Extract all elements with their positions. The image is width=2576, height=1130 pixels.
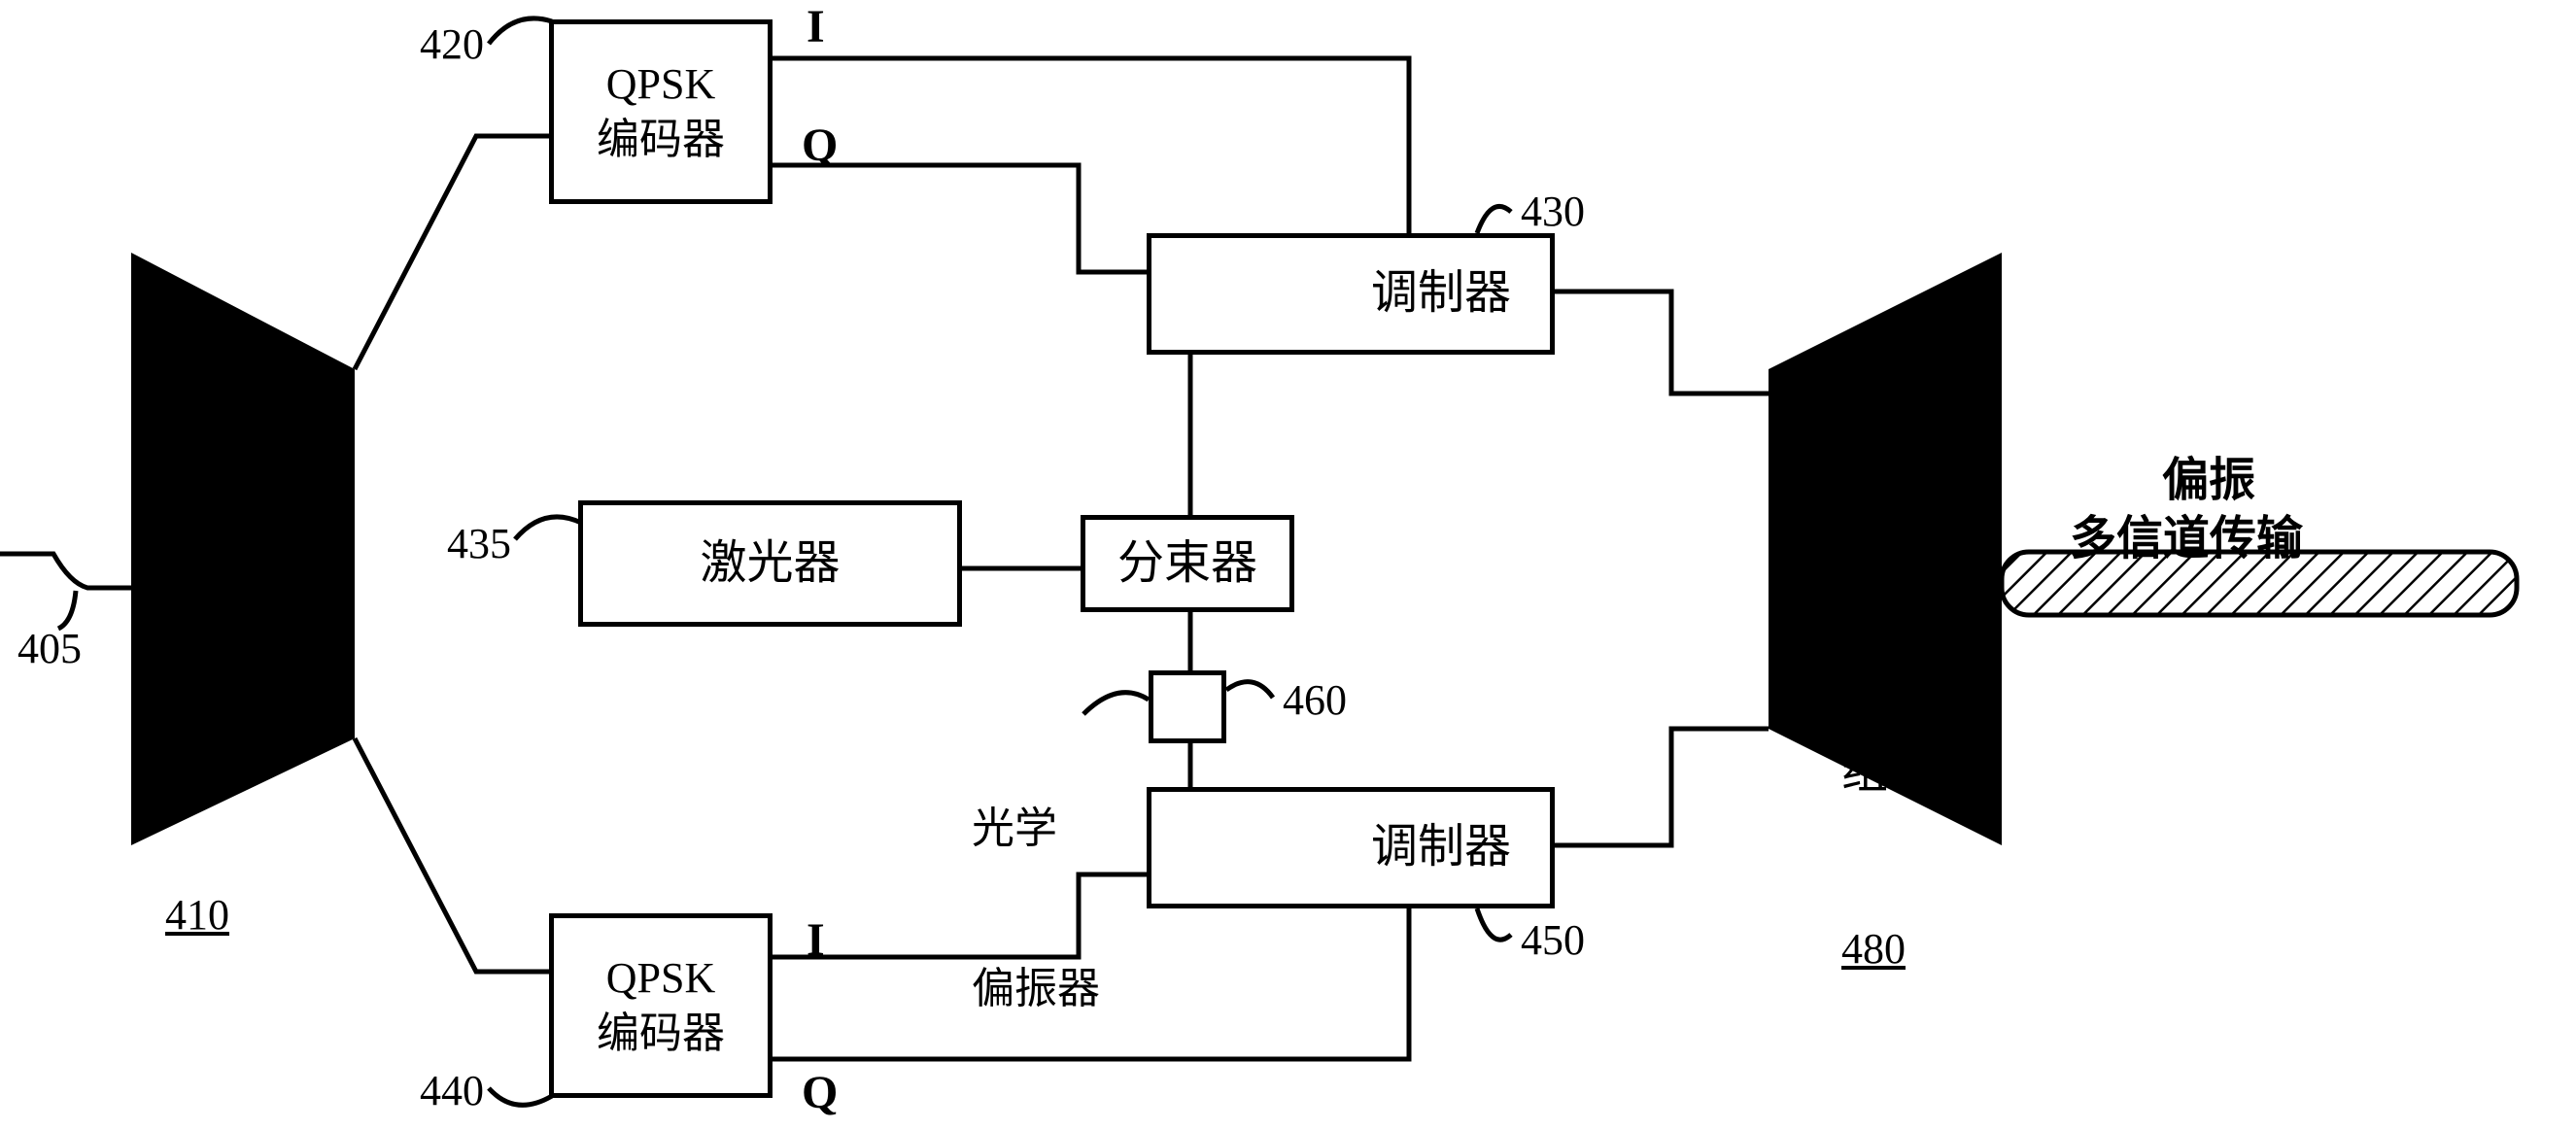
edge-qpsk-top-q (773, 165, 1147, 272)
mod-bot-label: 调制器 (1371, 817, 1511, 877)
qpsk-top-i-label: I (807, 0, 825, 56)
demux-line1: 多路 (165, 564, 251, 617)
laser-box: 激光器 (578, 500, 962, 627)
demux-ref: 410 (165, 888, 251, 942)
edge-mod-top-combiner (1555, 291, 1769, 394)
qpsk-top-line2: 编码器 (597, 112, 725, 167)
ref-440: 440 (420, 1064, 484, 1117)
lead-435 (515, 517, 581, 539)
splitter-label: 分束器 (1117, 533, 1257, 594)
qpsk-encoder-bot: QPSK 编码器 (549, 913, 773, 1098)
polarizer-line1: 光学 (972, 802, 1100, 855)
lead-420 (489, 18, 552, 44)
ref-405: 405 (17, 622, 82, 675)
qpsk-bot-q-label: Q (802, 1064, 838, 1122)
edge-mod-bot-combiner (1555, 729, 1769, 845)
output-label-top: 偏振 (2162, 452, 2255, 510)
ref-430: 430 (1521, 185, 1585, 238)
lead-460 (1226, 682, 1273, 698)
combiner-line2: 组合器 (1841, 743, 1981, 802)
edge-demux-qpsk-bot (355, 738, 549, 972)
qpsk-top-q-label: Q (802, 117, 838, 175)
qpsk-bot-line1: QPSK (606, 950, 716, 1006)
laser-label: 激光器 (700, 533, 840, 594)
combiner-ref: 480 (1841, 922, 1981, 976)
modulator-top: 调制器 (1147, 233, 1555, 355)
output-label-bot: 多信道传输 (2070, 510, 2303, 568)
mod-top-label: 调制器 (1371, 263, 1511, 324)
lead-430 (1477, 206, 1511, 233)
demux-line2: 分配 (165, 724, 251, 777)
demux-label: 多路 分配 410 (165, 457, 251, 1048)
combiner-line1: 光学 (1841, 568, 1981, 627)
qpsk-encoder-top: QPSK 编码器 (549, 19, 773, 204)
ref-435: 435 (447, 517, 511, 570)
edge-input-demux (0, 554, 131, 588)
lead-440 (489, 1088, 552, 1105)
splitter-box: 分束器 (1081, 515, 1294, 612)
polarizer-box (1149, 670, 1226, 743)
combiner-label: 光学 组合器 480 (1841, 452, 1981, 1092)
lead-450 (1477, 908, 1511, 940)
ref-450: 450 (1521, 913, 1585, 967)
qpsk-bot-line2: 编码器 (597, 1006, 725, 1061)
qpsk-bot-i-label: I (807, 911, 825, 970)
qpsk-top-line1: QPSK (606, 56, 716, 112)
polarizer-text: 光学 偏振器 (972, 695, 1100, 1122)
ref-420: 420 (420, 17, 484, 71)
edge-demux-qpsk-top (355, 136, 549, 369)
modulator-bot: 调制器 (1147, 787, 1555, 908)
polarizer-line2: 偏振器 (972, 962, 1100, 1015)
edge-qpsk-top-i (773, 58, 1409, 233)
ref-460: 460 (1283, 673, 1347, 727)
block-diagram: QPSK 编码器 QPSK 编码器 激光器 分束器 调制器 调制器 多路 分配 … (0, 0, 2576, 1130)
